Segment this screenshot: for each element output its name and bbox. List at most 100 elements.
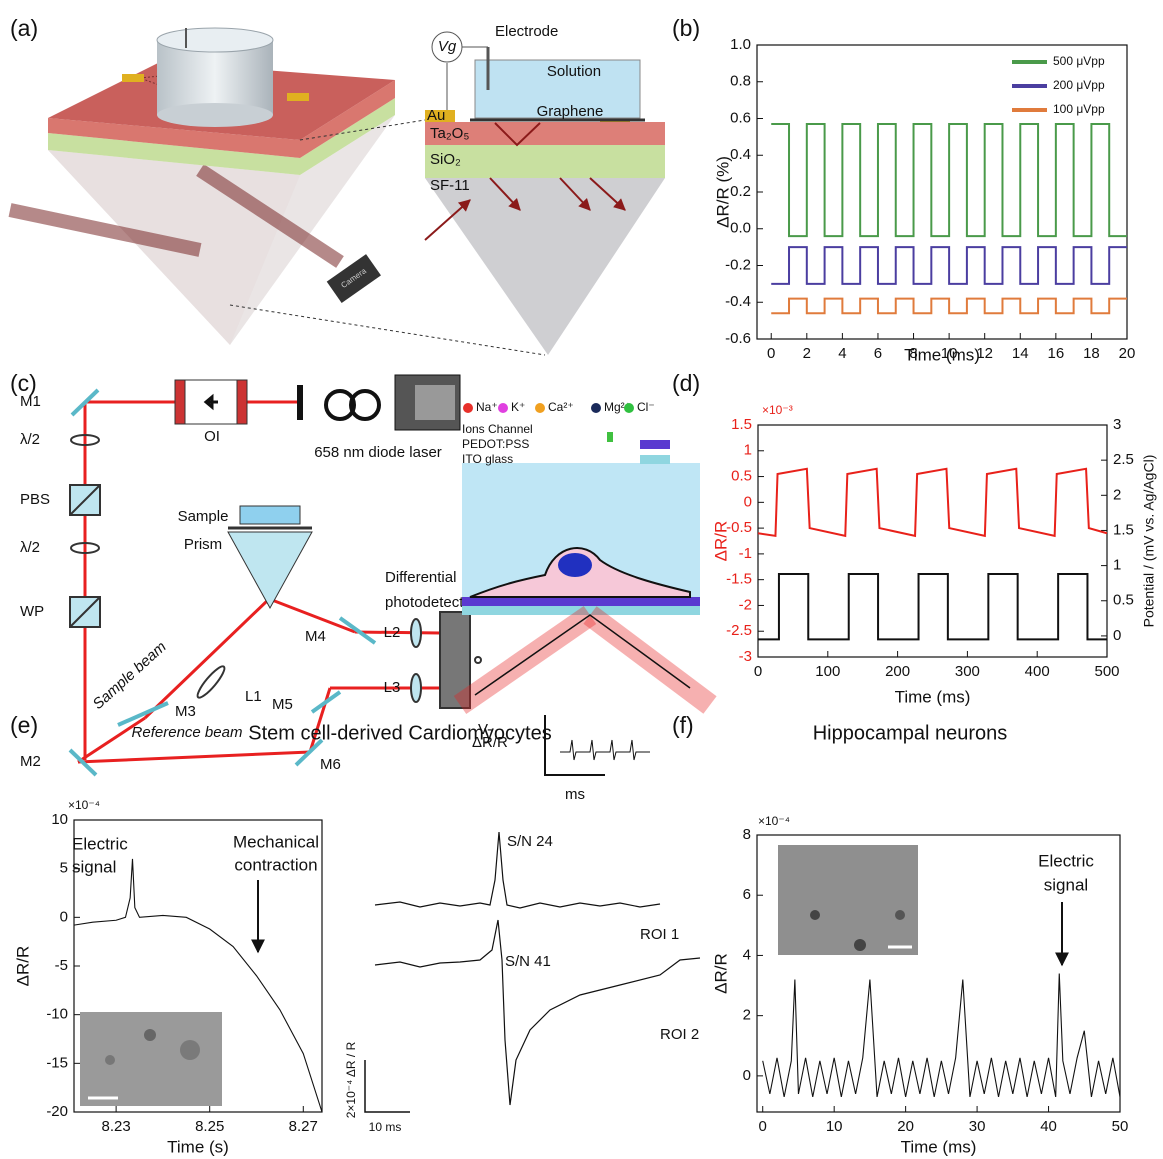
roi-traces: [365, 832, 700, 1112]
panel-label: (e): [10, 712, 38, 738]
component-label: M2: [20, 753, 41, 770]
micrograph: [80, 845, 918, 1106]
x-tick-label: 16: [1048, 345, 1065, 362]
legend-label: 200 μVpp: [1053, 78, 1105, 92]
ion-label: Na⁺: [476, 400, 498, 414]
x-tick-label: 20: [897, 1118, 914, 1135]
series-line: [771, 247, 1127, 284]
ion-label: Cl⁻: [637, 400, 655, 414]
component-label: λ/2: [20, 539, 40, 556]
beam-label: Sample beam: [90, 638, 170, 713]
electrode-label: Electrode: [495, 23, 558, 40]
series-line: [771, 299, 1127, 314]
legend-label: 100 μVpp: [1053, 102, 1105, 116]
y-tick-label: -20: [46, 1103, 68, 1120]
y2-tick-label: 0.5: [1113, 592, 1134, 609]
x-tick-label: 300: [955, 663, 980, 680]
y-axis-label: ΔR/R: [13, 946, 32, 987]
x-axis-label: Time (ms): [904, 345, 980, 364]
x-tick-label: 0: [759, 1118, 767, 1135]
series-line: [758, 469, 1107, 536]
ion-swatch: [463, 403, 473, 413]
x-tick-label: 40: [1040, 1118, 1057, 1135]
component-label: Prism: [184, 536, 222, 553]
y-tick-label: 6: [743, 886, 751, 903]
y-tick-label: -0.4: [725, 293, 751, 310]
material-label: PEDOT:PSS: [462, 437, 529, 451]
y-tick-label: 8: [743, 826, 751, 843]
component-label: M3: [175, 703, 196, 720]
y-tick-label: 0.6: [730, 109, 751, 126]
x-tick-label: 50: [1112, 1118, 1129, 1135]
y-tick-label: 0.8: [730, 73, 751, 90]
component-label: λ/2: [20, 431, 40, 448]
x-tick-label: 8.23: [102, 1118, 131, 1135]
y-axis-label: ΔR/R: [711, 521, 730, 562]
component-label: OI: [204, 428, 220, 445]
x-tick-label: 30: [969, 1118, 986, 1135]
ta2o5-label: Ta₂O₅: [430, 125, 469, 142]
x-tick-label: 400: [1025, 663, 1050, 680]
y-tick-label: 1: [744, 442, 752, 459]
y2-tick-label: 1.5: [1113, 521, 1134, 538]
annotation: signal: [72, 857, 116, 876]
x-tick-label: 500: [1094, 663, 1119, 680]
y-tick-label: 5: [60, 860, 68, 877]
annotation: Electric: [1038, 851, 1094, 870]
y-tick-label: 1.5: [731, 416, 752, 433]
y-tick-label: 1.0: [730, 36, 751, 53]
y2-tick-label: 0: [1113, 627, 1121, 644]
component-label: WP: [20, 603, 44, 620]
graphene-label: Graphene: [537, 103, 604, 120]
y2-tick-label: 3: [1113, 416, 1121, 433]
y2-tick-label: 1: [1113, 557, 1121, 574]
y-tick-label: 0: [744, 493, 752, 510]
y-tick-label: -0.2: [725, 256, 751, 273]
panel-label: (d): [672, 370, 700, 396]
y-tick-label: 0: [60, 908, 68, 925]
x-tick-label: 6: [874, 345, 882, 362]
panel-label: (a): [10, 15, 38, 41]
y2-tick-label: 2.5: [1113, 451, 1134, 468]
y-tick-label: -3: [739, 648, 752, 665]
ion-swatch: [535, 403, 545, 413]
y-tick-label: -2.5: [726, 622, 752, 639]
component-label: PBS: [20, 491, 50, 508]
legend-label: 500 μVpp: [1053, 54, 1105, 68]
y-tick-label: 0.2: [730, 183, 751, 200]
x-tick-label: 8.25: [195, 1118, 224, 1135]
chart-title: Hippocampal neurons: [813, 722, 1008, 744]
ion-label: Ca²⁺: [548, 400, 574, 414]
inset-axis-label: ms: [565, 786, 585, 803]
y-tick-label: -1.5: [726, 571, 752, 588]
x-tick-label: 2: [803, 345, 811, 362]
component-label: M4: [305, 628, 326, 645]
component-label: M1: [20, 393, 41, 410]
x-tick-label: 20: [1119, 345, 1136, 362]
x-tick-label: 4: [838, 345, 846, 362]
x-tick-label: 10: [826, 1118, 843, 1135]
y-tick-label: -15: [46, 1054, 68, 1071]
chart-title: Stem cell-derived Cardiomyocytes: [248, 722, 551, 744]
annotation: Mechanical: [233, 832, 319, 851]
solution-label: Solution: [547, 63, 601, 80]
scale-label: 2×10⁻⁴ ΔR / R: [344, 1041, 358, 1118]
y-tick-label: -5: [55, 957, 68, 974]
axis-multiplier: ×10⁻³: [762, 403, 793, 417]
beam-label: Reference beam: [132, 724, 243, 741]
component-label: Differential: [385, 569, 456, 586]
x-tick-label: 100: [815, 663, 840, 680]
scale-label: 10 ms: [369, 1120, 402, 1134]
y-tick-label: 4: [743, 946, 751, 963]
x-tick-label: 14: [1012, 345, 1029, 362]
component-label: Sample: [178, 508, 229, 525]
series-line: [771, 124, 1127, 236]
cross-section: Vg Electrode Solution Graphene Au Ta₂O₅ …: [425, 23, 665, 355]
ion-swatch: [498, 403, 508, 413]
y-tick-label: 0.4: [730, 146, 751, 163]
series-line: [763, 974, 1120, 1097]
panel-label: (b): [672, 15, 700, 41]
x-tick-label: 18: [1083, 345, 1100, 362]
y-tick-label: 10: [51, 811, 68, 828]
material-label: ITO glass: [462, 452, 513, 466]
